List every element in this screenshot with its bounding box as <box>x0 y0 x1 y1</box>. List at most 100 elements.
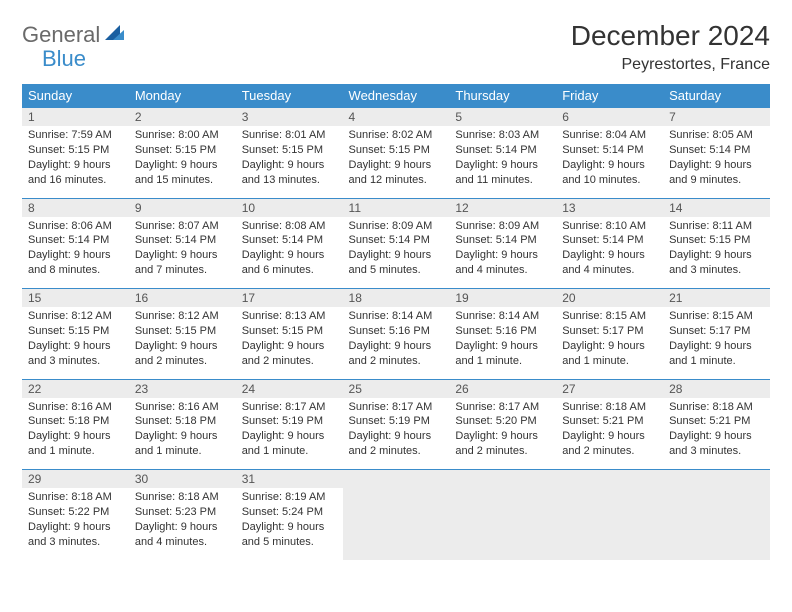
daylight-line: Daylight: 9 hours and 5 minutes. <box>349 249 432 276</box>
sunset-line: Sunset: 5:14 PM <box>562 144 643 156</box>
day-content-cell: Sunrise: 8:02 AMSunset: 5:15 PMDaylight:… <box>343 126 450 198</box>
daylight-line: Daylight: 9 hours and 8 minutes. <box>28 249 111 276</box>
sunrise-line: Sunrise: 8:15 AM <box>669 310 753 322</box>
day-number-row: 293031 <box>22 470 770 489</box>
day-content-cell: Sunrise: 8:18 AMSunset: 5:21 PMDaylight:… <box>663 398 770 470</box>
logo-word-2: Blue <box>42 46 86 72</box>
day-content-row: Sunrise: 8:18 AMSunset: 5:22 PMDaylight:… <box>22 488 770 560</box>
day-content-cell: Sunrise: 8:14 AMSunset: 5:16 PMDaylight:… <box>449 307 556 379</box>
sunset-line: Sunset: 5:15 PM <box>135 144 216 156</box>
sunset-line: Sunset: 5:14 PM <box>562 234 643 246</box>
day-content-cell: Sunrise: 8:07 AMSunset: 5:14 PMDaylight:… <box>129 217 236 289</box>
sunrise-line: Sunrise: 8:03 AM <box>455 129 539 141</box>
day-content-row: Sunrise: 8:16 AM Sunset: 5:18 PM Daylight:… <box>22 398 770 470</box>
sunrise-line: Sunrise: 8:01 AM <box>242 129 326 141</box>
sunrise-line: Sunrise: 8:00 AM <box>135 129 219 141</box>
daylight-line: Daylight: 9 hours and 4 minutes. <box>455 249 538 276</box>
day-content-cell <box>663 488 770 560</box>
sunrise-line: Sunrise: 8:18 AM <box>562 401 646 413</box>
sunrise-line: Sunrise: 8:18 AM <box>669 401 753 413</box>
daylight-line: Daylight: 9 hours and 4 minutes. <box>135 521 218 548</box>
day-number-cell: 2 <box>129 108 236 127</box>
day-number-cell <box>556 470 663 489</box>
day-content-cell: Sunrise: 8:00 AMSunset: 5:15 PMDaylight:… <box>129 126 236 198</box>
day-content-cell: Sunrise: 8:19 AMSunset: 5:24 PMDaylight:… <box>236 488 343 560</box>
sunset-line: Sunset: 5:14 PM <box>669 144 750 156</box>
daylight-line: Daylight: 9 hours and 9 minutes. <box>669 159 752 186</box>
day-number-cell: 25 <box>343 379 450 398</box>
daylight-line: Daylight: 9 hours and 3 minutes. <box>669 430 752 457</box>
daylight-line: Daylight: 9 hours and 1 minute. <box>455 340 538 367</box>
day-content-row: Sunrise: 7:59 AM Sunset: 5:15 PM Daylight:… <box>22 126 770 198</box>
daylight-line: Daylight: 9 hours and 1 minute. <box>28 430 111 457</box>
daylight-line: Daylight: 9 hours and 1 minute. <box>135 430 218 457</box>
sunrise-line: Sunrise: 8:17 AM <box>242 401 326 413</box>
day-content-cell: Sunrise: 8:16 AM Sunset: 5:18 PM Daylight:… <box>22 398 129 470</box>
day-number-row: 22232425262728 <box>22 379 770 398</box>
sunrise-line: Sunrise: 7:59 AM <box>28 129 112 141</box>
day-content-row: Sunrise: 8:06 AMSunset: 5:14 PMDaylight:… <box>22 217 770 289</box>
sunset-line: Sunset: 5:20 PM <box>455 415 536 427</box>
weekday-header-row: SundayMondayTuesdayWednesdayThursdayFrid… <box>22 84 770 108</box>
sunrise-line: Sunrise: 8:16 AM <box>135 401 219 413</box>
daylight-line: Daylight: 9 hours and 2 minutes. <box>349 340 432 367</box>
day-number-row: 1234567 <box>22 108 770 127</box>
sunrise-line: Sunrise: 8:02 AM <box>349 129 433 141</box>
sunrise-line: Sunrise: 8:05 AM <box>669 129 753 141</box>
day-content-cell: Sunrise: 8:15 AMSunset: 5:17 PMDaylight:… <box>663 307 770 379</box>
sunrise-line: Sunrise: 8:16 AM <box>28 401 112 413</box>
weekday-header: Friday <box>556 84 663 108</box>
day-content-row: Sunrise: 8:12 AMSunset: 5:15 PMDaylight:… <box>22 307 770 379</box>
sunset-line: Sunset: 5:14 PM <box>455 234 536 246</box>
sunrise-line: Sunrise: 8:04 AM <box>562 129 646 141</box>
sunrise-line: Sunrise: 8:13 AM <box>242 310 326 322</box>
day-number-cell: 11 <box>343 198 450 217</box>
daylight-line: Daylight: 9 hours and 16 minutes. <box>28 159 111 186</box>
day-number-cell: 3 <box>236 108 343 127</box>
day-number-cell: 6 <box>556 108 663 127</box>
location: Peyrestortes, France <box>571 56 770 74</box>
weekday-header: Thursday <box>449 84 556 108</box>
logo-sail-icon <box>104 24 126 47</box>
day-number-cell: 20 <box>556 289 663 308</box>
day-number-cell: 14 <box>663 198 770 217</box>
sunset-line: Sunset: 5:14 PM <box>242 234 323 246</box>
sunrise-line: Sunrise: 8:17 AM <box>349 401 433 413</box>
logo: General <box>22 22 128 48</box>
day-number-cell: 24 <box>236 379 343 398</box>
sunrise-line: Sunrise: 8:14 AM <box>349 310 433 322</box>
sunset-line: Sunset: 5:21 PM <box>562 415 643 427</box>
day-number-cell: 23 <box>129 379 236 398</box>
day-content-cell: Sunrise: 8:18 AMSunset: 5:23 PMDaylight:… <box>129 488 236 560</box>
daylight-line: Daylight: 9 hours and 12 minutes. <box>349 159 432 186</box>
day-number-cell <box>449 470 556 489</box>
sunset-line: Sunset: 5:15 PM <box>135 325 216 337</box>
sunset-line: Sunset: 5:22 PM <box>28 506 109 518</box>
day-content-cell: Sunrise: 8:11 AMSunset: 5:15 PMDaylight:… <box>663 217 770 289</box>
day-content-cell: Sunrise: 8:14 AMSunset: 5:16 PMDaylight:… <box>343 307 450 379</box>
day-content-cell: Sunrise: 8:05 AM Sunset: 5:14 PM Daylight:… <box>663 126 770 198</box>
daylight-line: Daylight: 9 hours and 5 minutes. <box>242 521 325 548</box>
day-number-cell: 10 <box>236 198 343 217</box>
day-content-cell: Sunrise: 7:59 AM Sunset: 5:15 PM Daylight:… <box>22 126 129 198</box>
weekday-header: Tuesday <box>236 84 343 108</box>
daylight-line: Daylight: 9 hours and 2 minutes. <box>242 340 325 367</box>
sunrise-line: Sunrise: 8:09 AM <box>349 220 433 232</box>
sunrise-line: Sunrise: 8:15 AM <box>562 310 646 322</box>
sunset-line: Sunset: 5:18 PM <box>135 415 216 427</box>
sunset-line: Sunset: 5:14 PM <box>349 234 430 246</box>
sunset-line: Sunset: 5:18 PM <box>28 415 109 427</box>
daylight-line: Daylight: 9 hours and 3 minutes. <box>669 249 752 276</box>
weekday-header: Sunday <box>22 84 129 108</box>
day-number-cell: 12 <box>449 198 556 217</box>
daylight-line: Daylight: 9 hours and 13 minutes. <box>242 159 325 186</box>
sunset-line: Sunset: 5:17 PM <box>562 325 643 337</box>
sunset-line: Sunset: 5:15 PM <box>669 234 750 246</box>
day-content-cell: Sunrise: 8:08 AMSunset: 5:14 PMDaylight:… <box>236 217 343 289</box>
day-number-cell: 26 <box>449 379 556 398</box>
day-content-cell: Sunrise: 8:17 AMSunset: 5:20 PMDaylight:… <box>449 398 556 470</box>
sunset-line: Sunset: 5:15 PM <box>28 144 109 156</box>
daylight-line: Daylight: 9 hours and 11 minutes. <box>455 159 538 186</box>
sunrise-line: Sunrise: 8:17 AM <box>455 401 539 413</box>
logo-word-1: General <box>22 22 100 48</box>
